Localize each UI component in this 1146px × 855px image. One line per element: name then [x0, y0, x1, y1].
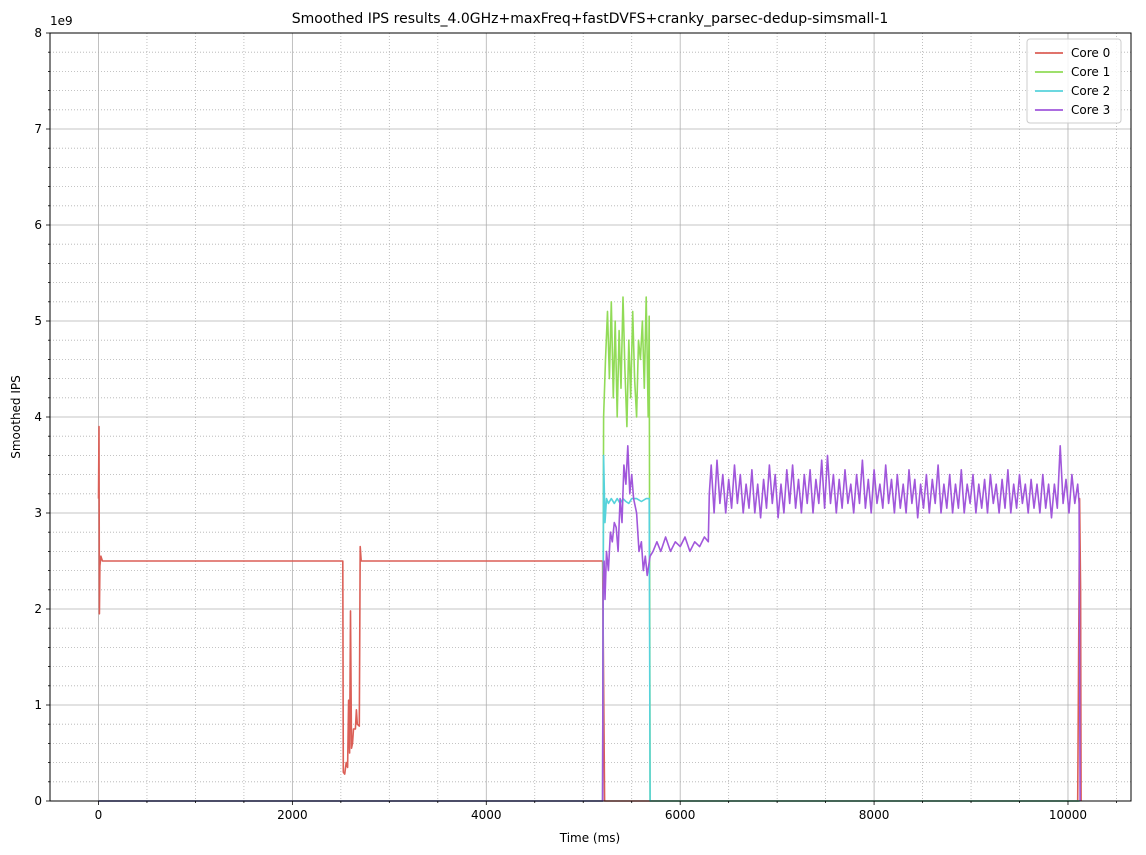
y-tick-label: 0	[34, 794, 42, 808]
y-tick-label: 1	[34, 698, 42, 712]
series-line-core-2	[98, 454, 1080, 802]
series-line-core-0	[97, 425, 1082, 802]
legend-label-core-3: Core 3	[1071, 103, 1110, 117]
series-lines	[97, 296, 1082, 802]
y-tick-label: 6	[34, 218, 42, 232]
y-axis-label: Smoothed IPS	[9, 375, 23, 459]
y-tick-label: 2	[34, 602, 42, 616]
series-line-core-3	[98, 445, 1081, 802]
axis-ticks: 0 2000 4000 6000 8000 10000 0 1 2 3 4 5 6 7 8	[34, 26, 1117, 822]
legend-label-core-0: Core 0	[1071, 46, 1110, 60]
x-tick-label: 6000	[665, 808, 696, 822]
y-tick-label: 5	[34, 314, 42, 328]
chart-title: Smoothed IPS results_4.0GHz+maxFreq+fast…	[292, 11, 888, 27]
grid	[50, 32, 1131, 802]
y-tick-label: 8	[34, 26, 42, 40]
legend: Core 0 Core 1 Core 2 Core 3	[1026, 38, 1122, 124]
x-tick-label: 2000	[277, 808, 308, 822]
y-tick-label: 4	[34, 410, 42, 424]
legend-label-core-2: Core 2	[1071, 84, 1110, 98]
y-tick-label: 7	[34, 122, 42, 136]
x-axis-label: Time (ms)	[559, 831, 621, 845]
y-tick-label: 3	[34, 506, 42, 520]
series-line-core-1	[98, 296, 1080, 802]
x-tick-label: 0	[95, 808, 103, 822]
x-tick-label: 8000	[859, 808, 890, 822]
y-scale-multiplier: 1e9	[50, 14, 73, 28]
x-tick-label: 4000	[471, 808, 502, 822]
legend-label-core-1: Core 1	[1071, 65, 1110, 79]
x-tick-label: 10000	[1049, 808, 1087, 822]
legend-box	[1026, 38, 1122, 124]
